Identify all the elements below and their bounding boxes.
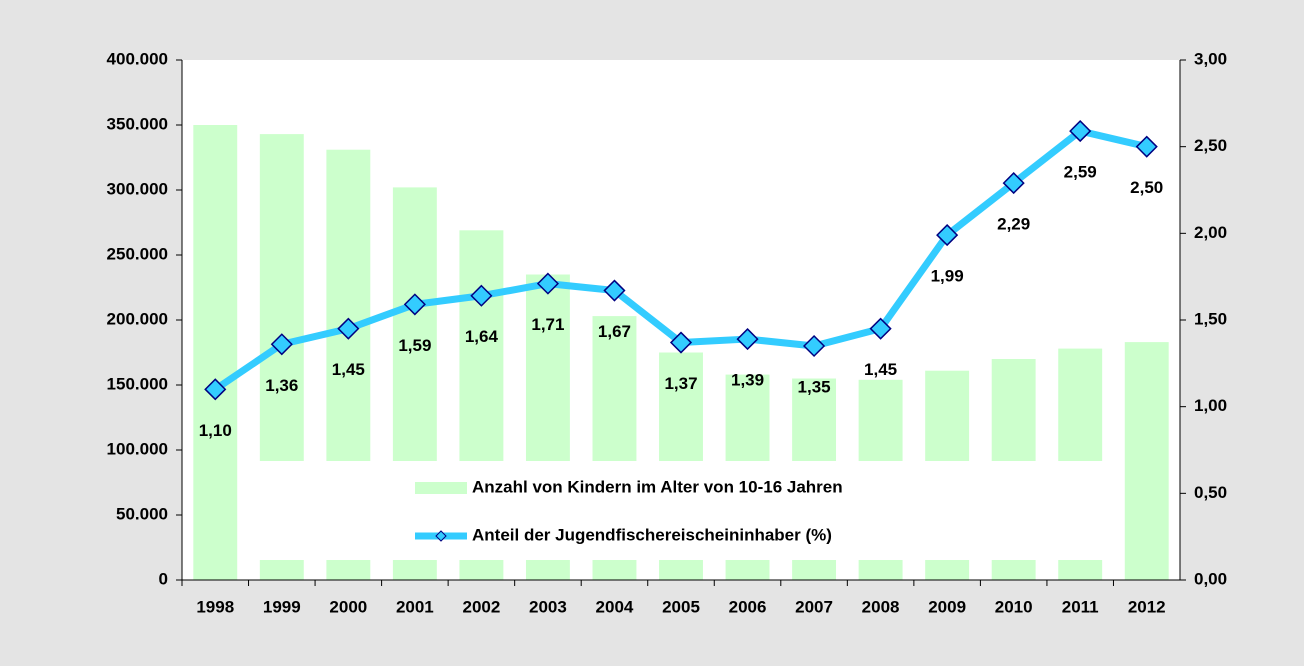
x-tick-label: 2010: [995, 597, 1033, 616]
y2-tick-label: 3,00: [1194, 49, 1227, 68]
y-tick-label: 250.000: [107, 244, 168, 263]
y2-tick-label: 2,00: [1194, 223, 1227, 242]
marker: [736, 328, 759, 351]
marker: [936, 224, 959, 247]
data-label: 2,59: [1064, 163, 1097, 182]
legend-swatch: [415, 482, 467, 494]
y-tick-label: 300.000: [107, 179, 168, 198]
y-tick-label: 0: [159, 569, 168, 588]
x-tick-label: 2007: [795, 597, 833, 616]
y-tick-label: 50.000: [116, 504, 168, 523]
x-tick-label: 2005: [662, 597, 700, 616]
data-label: 1,36: [265, 376, 298, 395]
marker: [536, 272, 559, 295]
y-tick-label: 200.000: [107, 309, 168, 328]
marker: [803, 334, 826, 358]
data-label: 1,37: [664, 374, 697, 393]
y2-tick-label: 1,00: [1194, 396, 1227, 415]
x-tick-label: 2001: [396, 597, 434, 616]
x-tick-label: 2006: [729, 597, 767, 616]
data-label: 1,71: [531, 315, 564, 334]
x-tick-label: 2011: [1062, 597, 1099, 616]
marker: [603, 279, 626, 302]
legend-marker: [435, 530, 447, 542]
marker: [1002, 172, 1025, 195]
data-label: 2,50: [1130, 178, 1163, 197]
data-label: 1,99: [931, 267, 964, 286]
marker: [869, 317, 892, 340]
marker: [204, 378, 227, 401]
x-tick-label: 1998: [196, 597, 234, 616]
legend-box: [258, 461, 1105, 560]
y-tick-label: 100.000: [107, 439, 168, 458]
data-label: 1,35: [798, 377, 831, 396]
x-tick-label: 2000: [329, 597, 367, 616]
marker: [1135, 135, 1158, 158]
data-label: 1,10: [199, 421, 232, 440]
marker: [270, 333, 293, 356]
legend-label: Anzahl von Kindern im Alter von 10-16 Ja…: [472, 477, 843, 496]
y2-tick-label: 0,00: [1194, 569, 1227, 588]
marker: [470, 284, 493, 307]
y-tick-label: 150.000: [107, 374, 168, 393]
marker: [1069, 120, 1092, 143]
x-tick-label: 2008: [862, 597, 900, 616]
y2-tick-label: 0,50: [1194, 483, 1227, 502]
bar: [1124, 342, 1169, 580]
marker: [669, 331, 693, 354]
data-label: 1,59: [398, 336, 431, 355]
bar: [193, 125, 238, 580]
data-label: 1,67: [598, 322, 631, 341]
x-tick-label: 2004: [596, 597, 634, 616]
data-label: 2,29: [997, 215, 1030, 234]
data-label: 1,45: [332, 360, 365, 379]
marker: [403, 293, 426, 316]
data-label: 1,39: [731, 371, 764, 390]
y2-tick-label: 1,50: [1194, 309, 1227, 328]
y-tick-label: 400.000: [107, 49, 168, 68]
legend-label: Anteil der Jugendfischereischeininhaber …: [472, 525, 832, 544]
x-tick-label: 2012: [1128, 597, 1166, 616]
marker: [337, 317, 360, 340]
y2-tick-label: 2,50: [1194, 136, 1227, 155]
data-label: 1,64: [465, 327, 499, 346]
x-tick-label: 2009: [928, 597, 966, 616]
y-tick-label: 350.000: [107, 114, 168, 133]
x-tick-label: 1999: [263, 597, 301, 616]
data-label: 1,45: [864, 360, 897, 379]
x-tick-label: 2003: [529, 597, 567, 616]
x-tick-label: 2002: [462, 597, 500, 616]
